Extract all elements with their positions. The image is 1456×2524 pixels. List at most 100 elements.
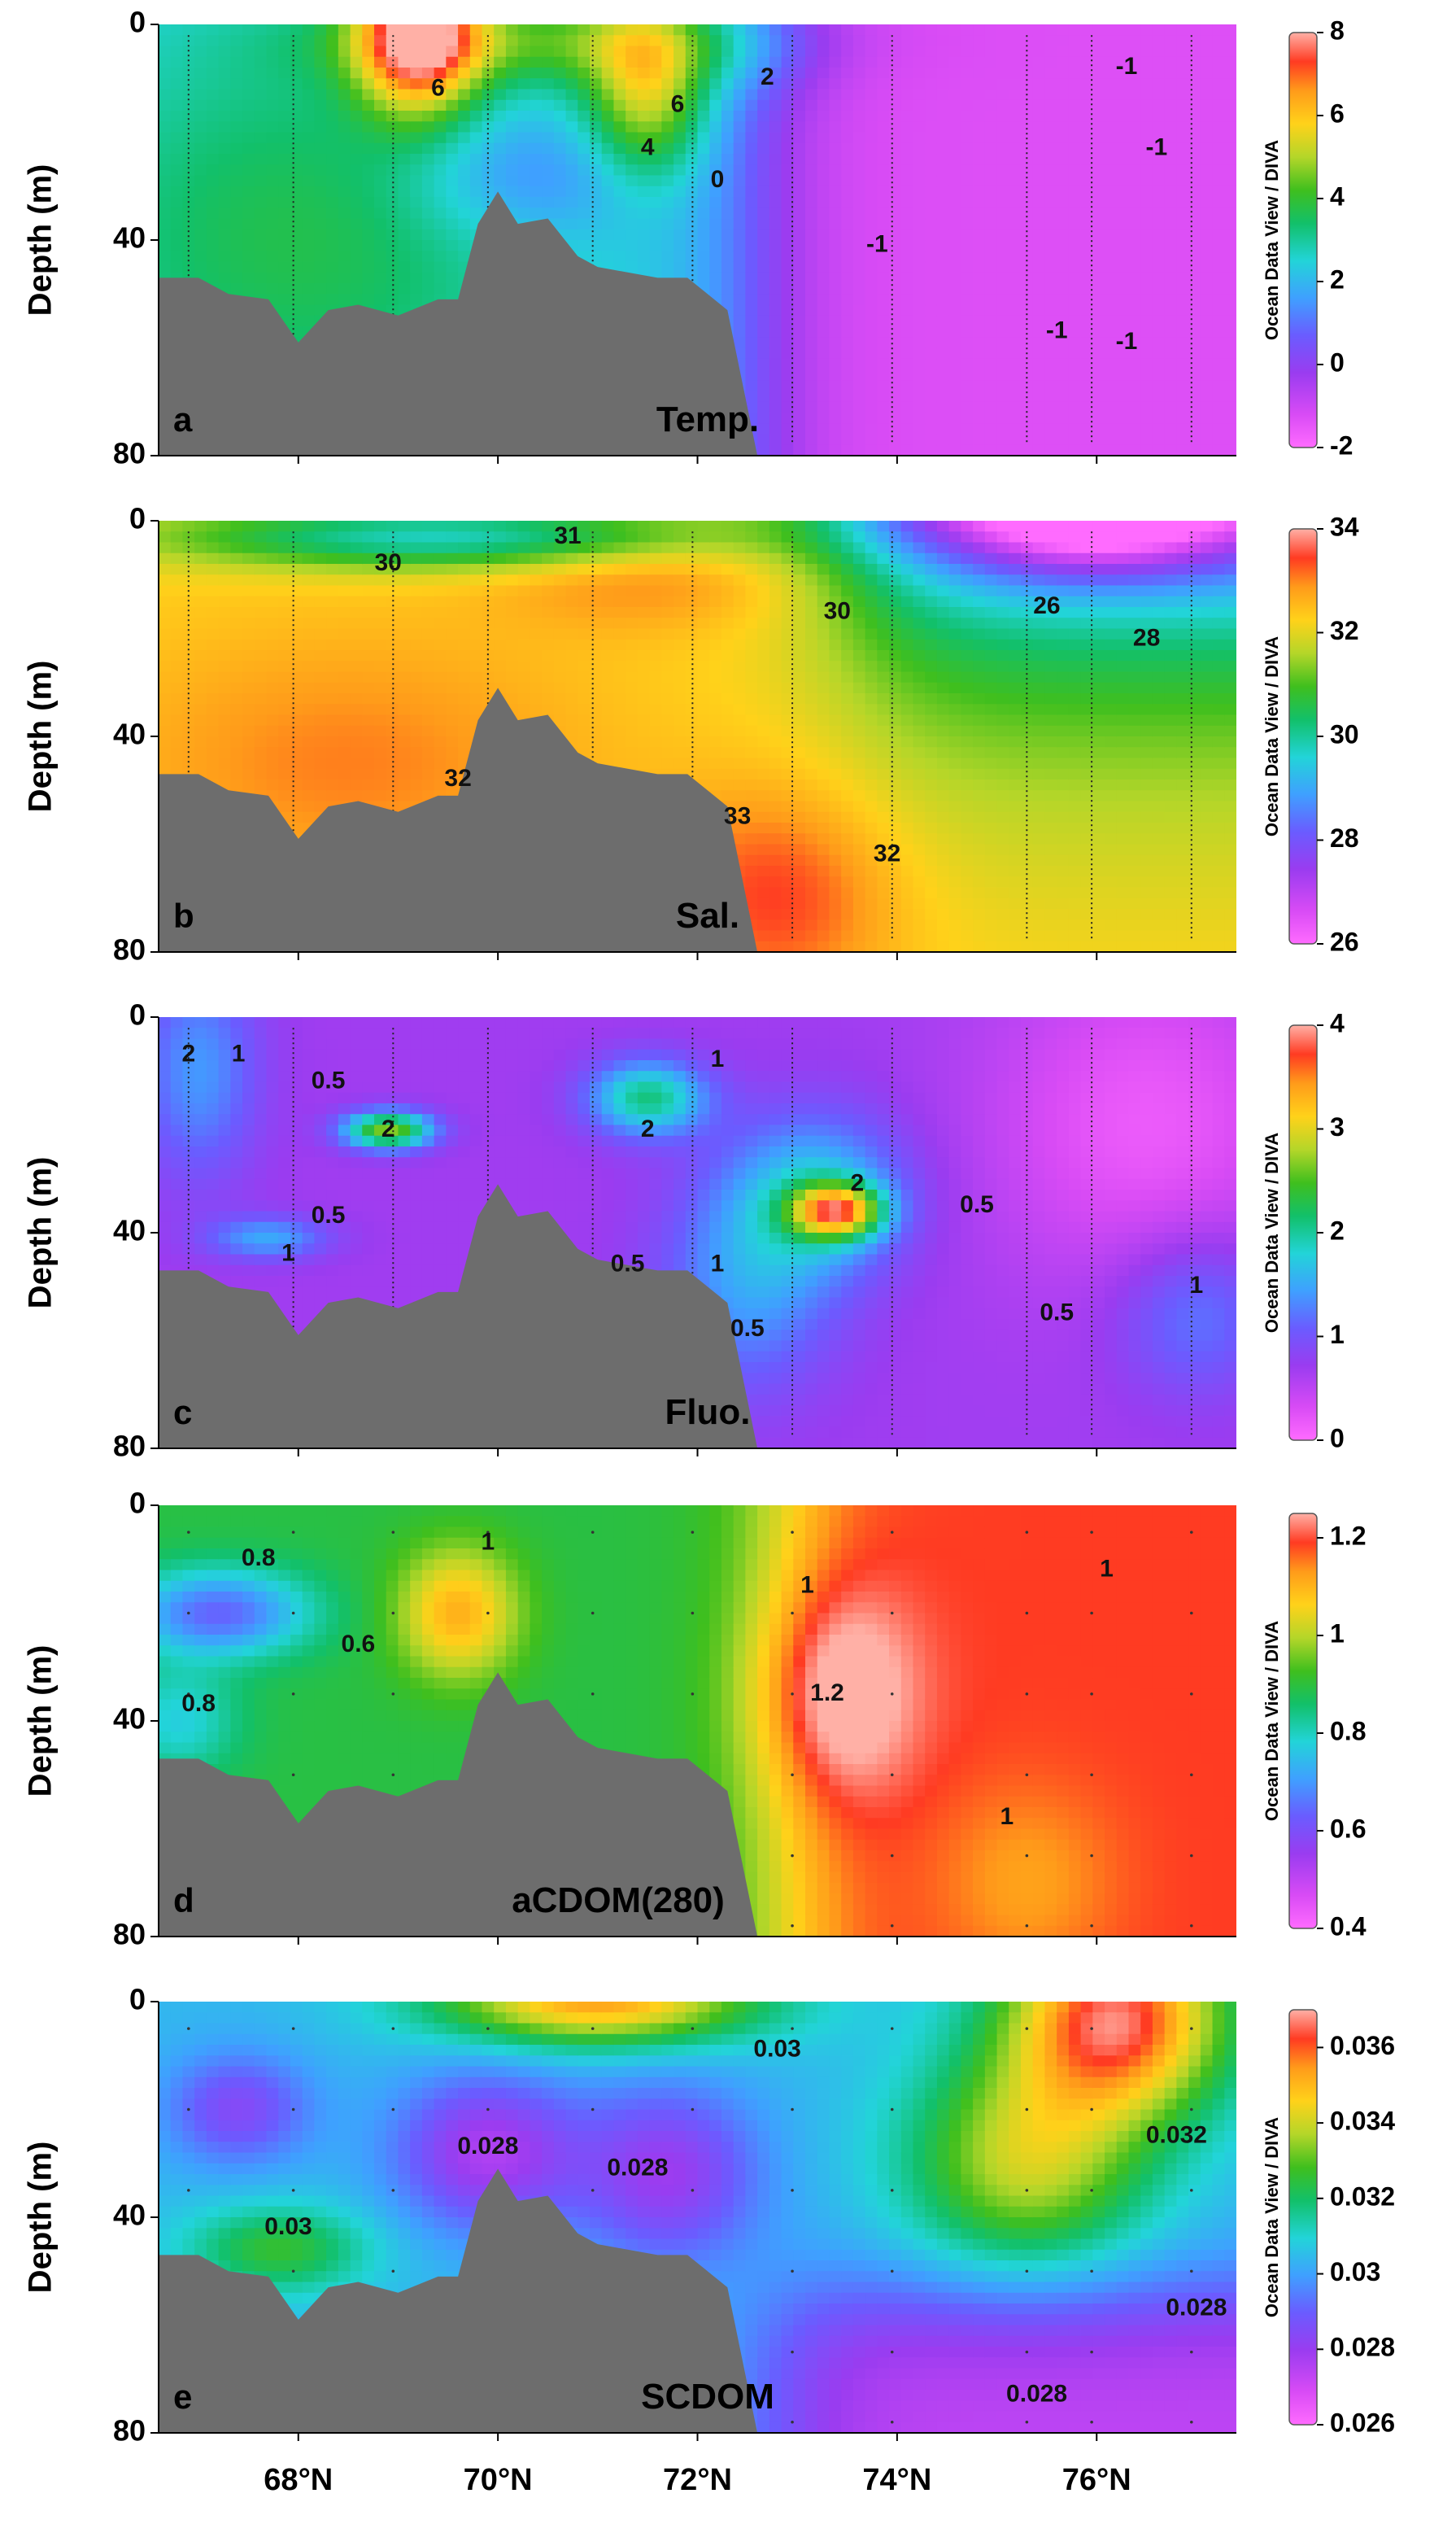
contour-label: 0.5 <box>960 1191 994 1218</box>
y-tick-label: 80 <box>113 1430 146 1463</box>
contour-label: 1 <box>711 1251 725 1277</box>
contour-label: 0 <box>711 166 725 193</box>
contour-label: 1 <box>1190 1272 1204 1299</box>
contour-label: 0.5 <box>730 1315 765 1342</box>
colorbar-tick-label: 1.2 <box>1330 1521 1366 1550</box>
contour-label: -1 <box>866 231 888 258</box>
panel-letter: b <box>173 897 194 935</box>
contour-label: 4 <box>641 133 655 160</box>
contour-label: 0.028 <box>457 2133 518 2159</box>
panel-variable-label: Sal. <box>676 896 739 936</box>
y-tick-label: 40 <box>113 718 146 751</box>
contour-label: 2 <box>381 1116 395 1142</box>
y-axis-label: Depth (m) <box>23 1157 59 1309</box>
contour-label: 0.028 <box>1006 2381 1067 2408</box>
colorbar-label: Ocean Data View / DIVA <box>1262 1621 1282 1821</box>
contour-label: 26 <box>1033 592 1060 619</box>
seabed <box>159 2168 758 2433</box>
contour-label: 2 <box>181 1040 195 1067</box>
contour-label: 6 <box>671 90 685 117</box>
panel-e: 0.03 0.028 0.028 0.03 0.032 0.028 0.028 0 40 80 De… <box>23 1983 1396 2448</box>
contour-label: 1 <box>281 1239 295 1266</box>
contour-label: 30 <box>375 549 402 576</box>
contour-label: 0.5 <box>312 1202 346 1229</box>
colorbar: 4 3 2 1 0 Ocean Data View / DIVA <box>1262 1008 1345 1452</box>
contour-label: 30 <box>824 598 851 625</box>
y-tick-label: 0 <box>129 502 146 535</box>
contour-label: 28 <box>1133 625 1160 652</box>
colorbar-tick-label: 32 <box>1330 616 1359 645</box>
colorbar-tick-label: 0 <box>1330 347 1345 377</box>
contour-label: -1 <box>1116 328 1138 355</box>
y-tick-label: 80 <box>113 2414 146 2448</box>
contour-label: 0.028 <box>1166 2295 1227 2321</box>
x-tick-label: 76°N <box>1062 2463 1131 2497</box>
y-tick-label: 80 <box>113 933 146 967</box>
contour-label: 0.032 <box>1146 2122 1207 2149</box>
colorbar-tick-label: 4 <box>1330 181 1345 211</box>
contour-label: 32 <box>444 765 471 792</box>
colorbar-tick-label: 0.028 <box>1330 2333 1395 2362</box>
colorbar-tick-label: 3 <box>1330 1112 1345 1142</box>
panel-variable-label: aCDOM(280) <box>512 1880 725 1920</box>
colorbar-tick-label: 6 <box>1330 98 1345 128</box>
colorbar: 34 32 30 28 26 Ocean Data View / DIVA <box>1262 512 1359 956</box>
contour-label: -1 <box>1116 53 1138 80</box>
y-tick-label: 0 <box>129 1983 146 2016</box>
colorbar-tick-label: 1 <box>1330 1618 1345 1648</box>
contour-label: 0.03 <box>753 2036 800 2063</box>
colorbar-tick-label: 2 <box>1330 1216 1345 1245</box>
y-tick-label: 40 <box>113 1702 146 1736</box>
y-axis-label: Depth (m) <box>23 661 59 813</box>
panel-letter: a <box>173 400 193 439</box>
x-tick-label: 74°N <box>862 2463 931 2497</box>
colorbar-label: Ocean Data View / DIVA <box>1262 1133 1282 1333</box>
colorbar-tick-label: 0.6 <box>1330 1814 1366 1843</box>
panel-letter: d <box>173 1881 194 1919</box>
colorbar-label: Ocean Data View / DIVA <box>1262 140 1282 340</box>
colorbar-tick-label: 0.026 <box>1330 2408 1395 2437</box>
seabed <box>159 1672 758 1937</box>
x-tick-label: 70°N <box>464 2463 533 2497</box>
y-tick-label: 80 <box>113 1918 146 1951</box>
colorbar: 1.2 1 0.8 0.6 0.4 Ocean Data View / DIVA <box>1262 1513 1367 1941</box>
colorbar-tick-label: 1 <box>1330 1320 1345 1349</box>
colorbar-tick-label: 28 <box>1330 823 1359 853</box>
y-axis-label: Depth (m) <box>23 2142 59 2294</box>
contour-label: 32 <box>874 841 900 867</box>
contour-label: 0.028 <box>607 2154 668 2181</box>
contour-label: 0.5 <box>611 1251 645 1277</box>
contour-label: -1 <box>1046 317 1068 344</box>
y-tick-label: 0 <box>129 998 146 1032</box>
colorbar-tick-label: 30 <box>1330 719 1359 749</box>
y-axis: 0 40 80 <box>113 502 1236 967</box>
x-axis: 68°N 70°N 72°N 74°N 76°N <box>264 2463 1131 2497</box>
contour-label: 0.5 <box>312 1067 346 1094</box>
colorbar-tick-label: 8 <box>1330 15 1345 45</box>
contour-label: 0.5 <box>1040 1299 1074 1325</box>
colorbar-label: Ocean Data View / DIVA <box>1262 2117 1282 2317</box>
panel-d: 0.8 1 0.6 0.8 1 1 1.2 1 0 40 80 Depth (m) d aCDOM(280… <box>23 1487 1367 1951</box>
colorbar-tick-label: 34 <box>1330 512 1359 541</box>
y-tick-label: 0 <box>129 6 146 39</box>
colorbar-tick-label: 0.8 <box>1330 1716 1366 1745</box>
panel-variable-label: Temp. <box>656 400 759 439</box>
seabed <box>159 1184 758 1448</box>
y-axis-label: Depth (m) <box>23 164 59 317</box>
colorbar: 0.036 0.034 0.032 0.03 0.028 0.026 Ocean Data … <box>1262 2009 1395 2437</box>
contour-label: 2 <box>641 1116 655 1142</box>
contour-label: 1 <box>800 1571 814 1598</box>
colorbar-tick-label: 0.03 <box>1330 2257 1380 2286</box>
colorbar-tick-label: 26 <box>1330 927 1359 956</box>
contour-labels: 30 31 30 26 28 32 33 32 <box>375 522 1161 867</box>
seabed <box>159 191 758 456</box>
y-axis-label: Depth (m) <box>23 1645 59 1797</box>
colorbar-tick-label: 0.036 <box>1330 2031 1395 2060</box>
